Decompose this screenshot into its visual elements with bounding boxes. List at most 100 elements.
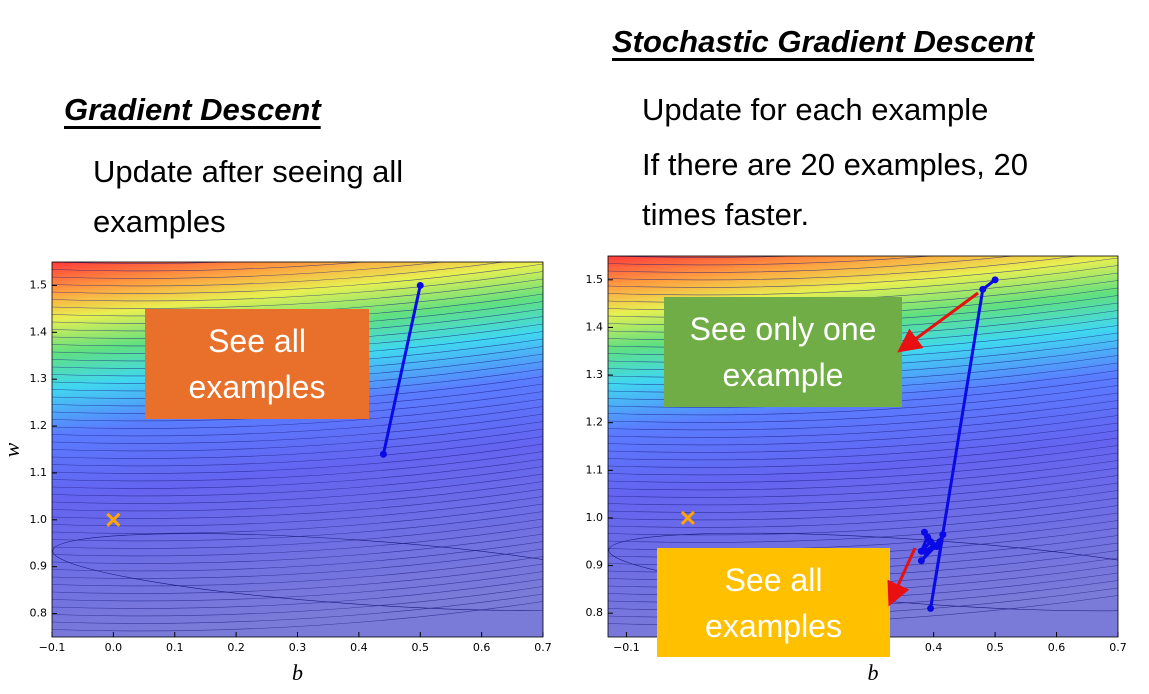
contour-line [608,490,1118,521]
x-tick-label: −0.1 [613,641,640,654]
annotation-box: See all examples [145,309,369,419]
y-tick-label: 1.0 [586,511,604,524]
contour-line [608,407,1118,438]
contour-line [52,563,543,594]
contour-line [52,262,239,264]
annotation-box: See only one example [664,297,902,407]
contour-line [608,257,1118,288]
trajectory-point [979,285,987,293]
marker-x [680,510,695,525]
contour-line [608,415,1118,446]
contour-line [52,428,543,459]
contour-line [608,497,1118,528]
contour-line [608,422,1118,453]
contour-line [608,445,1118,476]
marker-x [106,512,121,527]
contour-line [608,460,1118,491]
y-tick-label: 0.8 [30,607,48,620]
contour-line [52,556,543,587]
contour-line [52,526,543,557]
contour-line [52,578,543,609]
contour-line [52,518,543,549]
contour-line [608,392,1118,423]
contour-line [52,443,543,474]
x-tick-label: −0.1 [39,641,66,654]
trajectory-point [917,557,925,565]
contour-line [608,256,935,266]
y-tick-label: 1.0 [30,513,48,526]
y-tick-label: 0.8 [586,606,604,619]
y-tick-label: 1.4 [30,325,48,338]
trajectory-point [924,533,932,541]
contour-line [52,406,543,437]
contour-line [52,488,543,519]
y-tick-label: 1.5 [30,278,48,291]
contour-line [52,278,543,309]
y-tick-label: 1.5 [586,273,604,286]
contour-line [52,593,543,624]
contour-line [52,466,543,497]
contour-line [608,430,1118,461]
contour-line [52,451,543,482]
chart-gd: −0.1 0.0 0.1 0.2 0.3 0.4 0.5 0.6 0.7 0.8 0.9 1.0 1.1… [0,261,552,685]
y-tick-label: 1.1 [30,466,48,479]
contour-line [52,262,445,279]
x-tick-label: 0.4 [925,641,943,654]
contour-line [608,400,1118,431]
x-tick-label: 0.4 [350,641,368,654]
contour-line [608,482,1118,513]
contour-line [52,413,543,444]
contour-line [608,475,1118,506]
contour-line [52,421,543,452]
heading: Gradient Descent [64,92,321,127]
marker-stroke [106,512,121,527]
trajectory-point [416,281,424,289]
y-tick-label: 1.4 [586,320,604,333]
annotation-box: See all examples [657,548,890,657]
y-tick-label: 1.3 [586,368,604,381]
contour-line [52,436,543,467]
contour-line [52,533,543,611]
x-axis-label: b [868,660,879,685]
y-tick-label: 1.1 [586,463,604,476]
contour-line [52,458,543,489]
contour-line [52,548,543,579]
contour-line [52,271,543,302]
contour-line [52,481,543,512]
y-tick-label: 1.3 [30,372,48,385]
contour-line [608,512,1118,543]
contour-line [52,473,543,504]
contour-line [52,398,543,429]
x-axis-label: b [292,660,303,685]
trajectory-line [381,285,422,455]
y-tick-label: 0.9 [586,559,604,572]
contour-line [52,503,543,534]
y-tick-label: 1.2 [586,416,604,429]
trajectory-point [927,604,935,612]
contour-line [52,262,506,287]
text: Update after seeing all examples [93,154,404,239]
trajectory-point [991,276,999,284]
contour-line [608,452,1118,483]
x-tick-label: 0.6 [1048,641,1066,654]
y-tick-label: 1.2 [30,419,48,432]
contour-line [608,256,1080,281]
trajectory-point [379,450,387,458]
contour-line [52,496,543,527]
x-tick-label: 0.7 [534,641,552,654]
marker-stroke [680,510,695,525]
contour-line [608,467,1118,498]
contour-line [608,265,1118,296]
x-tick-label: 0.6 [473,641,491,654]
contour-line [608,437,1118,468]
x-tick-label: 0.7 [1109,641,1127,654]
trajectory-point [936,538,944,546]
x-tick-label: 0.0 [105,641,123,654]
x-tick-label: 0.2 [227,641,245,654]
contour-line [608,256,803,258]
x-tick-label: 0.5 [412,641,430,654]
contour-line [608,256,1016,273]
x-tick-label: 0.5 [986,641,1004,654]
text: If there are 20 examples, 20 times faste… [642,147,1029,232]
